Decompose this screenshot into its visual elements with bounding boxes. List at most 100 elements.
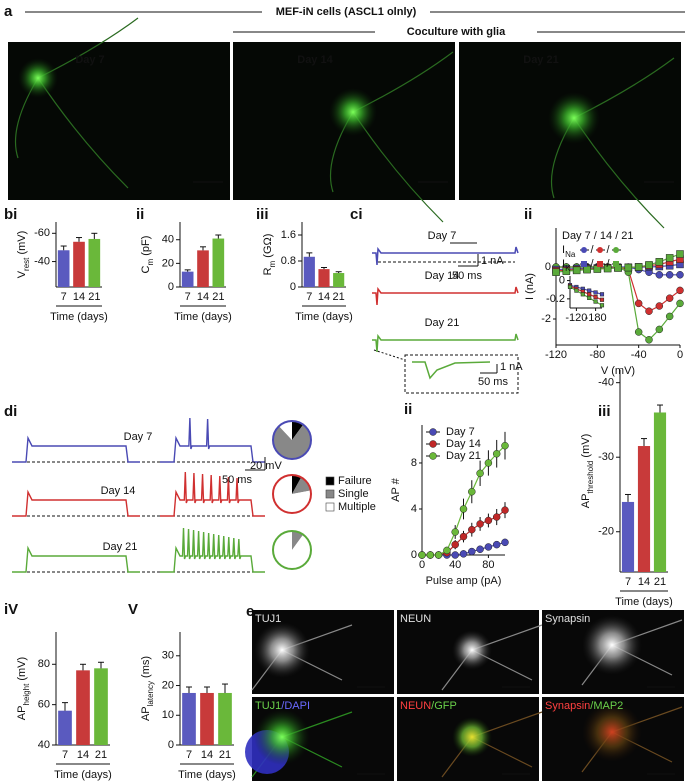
image-label: Day 14	[297, 54, 333, 66]
trace-label: Day 21	[425, 317, 460, 329]
marker	[492, 540, 501, 549]
image-label-part: NEUN	[400, 700, 431, 712]
panel-label: V	[128, 601, 138, 618]
image-label-part: NEUN	[400, 613, 431, 625]
image-label: Synapsin/MAP2	[545, 700, 623, 712]
image-label-part: TUJ1	[255, 613, 281, 625]
marker	[645, 307, 653, 315]
bar	[94, 668, 108, 745]
bar	[637, 446, 651, 572]
current-trace	[372, 286, 519, 306]
marker	[599, 292, 605, 297]
marker	[484, 543, 493, 551]
x-tick-label: 80	[482, 559, 494, 571]
y-tick-label: 40	[38, 739, 50, 751]
marker	[552, 268, 560, 276]
y-tick-label: 40	[162, 234, 174, 246]
bar	[182, 692, 196, 745]
x-tick-label: 40	[449, 559, 461, 571]
voltage-trace	[12, 435, 140, 463]
panel-label: bi	[4, 206, 17, 223]
y-tick-label: 0	[290, 281, 296, 293]
image-label-part: /DAPI	[281, 700, 310, 712]
image-label-part: Synapsin	[545, 700, 590, 712]
x-tick-label: 14	[73, 291, 85, 303]
x-tick-label: 21	[88, 291, 100, 303]
image-label: Day 7	[75, 54, 104, 66]
y-tick-label: 20	[162, 679, 174, 691]
legend-marker	[429, 440, 437, 448]
bar	[621, 501, 635, 572]
x-axis-label: Time (days)	[50, 311, 108, 323]
x-tick-label: 21	[333, 291, 345, 303]
scale-label: 1 nA	[500, 361, 523, 373]
marker	[676, 286, 684, 295]
image-label: Synapsin	[545, 613, 590, 625]
legend-label: INa	[562, 244, 576, 259]
legend-separator: /	[606, 258, 610, 270]
marker	[665, 294, 674, 302]
marker	[562, 267, 571, 275]
y-axis-label: APheight (mV)	[16, 657, 31, 720]
marker	[476, 545, 484, 553]
pie-wedge	[278, 421, 292, 440]
legend-marker	[613, 261, 619, 267]
scale-label: 20 mV	[250, 460, 282, 472]
y-tick-label: 0	[559, 274, 565, 286]
x-tick-label: 7	[625, 576, 631, 588]
legend-separator: /	[590, 244, 594, 256]
marker	[501, 506, 509, 514]
panel-label: iV	[4, 601, 18, 618]
bar	[218, 692, 232, 745]
marker	[603, 264, 612, 273]
y-axis-label-part: AP	[16, 706, 28, 721]
marker	[645, 261, 653, 269]
y-tick-label: 0	[168, 281, 174, 293]
y-tick-label: 0	[168, 739, 174, 751]
y-axis-label-part: height	[22, 683, 31, 706]
x-tick-label: 7	[62, 749, 68, 761]
y-tick-label: -2	[541, 313, 551, 325]
legend-swatch	[325, 489, 335, 499]
marker	[476, 469, 484, 478]
x-tick-label: 0	[419, 559, 425, 571]
marker	[567, 284, 573, 290]
soma	[18, 58, 58, 98]
y-axis-label: APlatency (ms)	[140, 656, 155, 721]
marker	[451, 551, 459, 559]
marker	[434, 551, 443, 559]
y-tick-label: 1.6	[281, 229, 296, 241]
image-label-part: /GFP	[431, 700, 457, 712]
y-tick-label: 80	[38, 658, 50, 670]
x-tick-label: 7	[186, 749, 192, 761]
panel-label: ii	[136, 206, 144, 223]
y-axis-label-part: V	[16, 270, 28, 278]
marker	[492, 450, 501, 458]
y-axis-label: AP #	[390, 477, 402, 502]
bar	[653, 412, 667, 572]
y-axis-label-part: m	[268, 260, 277, 267]
legend-label: Single	[338, 488, 369, 500]
scale-label: 50 ms	[452, 270, 482, 282]
legend-label: Day 14	[446, 438, 481, 450]
panel-label: e	[246, 603, 254, 620]
legend-marker	[581, 261, 587, 267]
x-axis-label: Pulse amp (pA)	[426, 575, 502, 587]
voltage-trace	[160, 417, 265, 463]
voltage-trace	[12, 489, 140, 517]
voltage-trace	[160, 471, 265, 517]
panel-label: di	[4, 403, 17, 420]
marker	[593, 299, 598, 304]
current-trace	[372, 333, 519, 353]
y-axis-label: Vrest (mV)	[16, 231, 31, 279]
y-axis-label-part: (mV)	[16, 231, 28, 258]
image-label: TUJ1/DAPI	[255, 700, 310, 712]
marker	[583, 265, 591, 274]
y-axis-label: APthreshold (mV)	[580, 434, 595, 509]
y-axis-label: Rm (GΩ)	[262, 234, 277, 276]
y-axis-label-part: (GΩ)	[262, 234, 274, 261]
bar	[200, 692, 214, 745]
marker	[624, 263, 633, 272]
legend-marker	[597, 261, 603, 267]
